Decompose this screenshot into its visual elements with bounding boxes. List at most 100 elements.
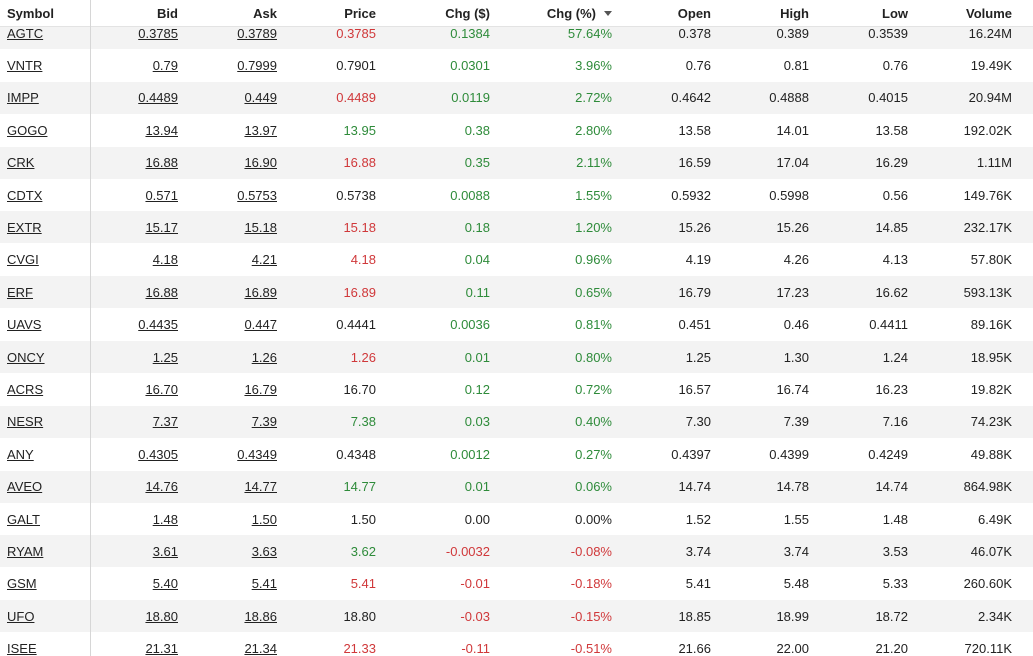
bid-link[interactable]: 5.40 [152,576,178,592]
symbol-link[interactable]: CRK [7,155,35,171]
bid-link[interactable]: 0.4305 [138,446,178,462]
ask-link[interactable]: 16.79 [244,381,277,397]
symbol-link[interactable]: NESR [7,414,44,430]
ask-link[interactable]: 14.77 [244,479,277,495]
table-row[interactable]: NESR 7.37 7.39 7.38 0.03 0.40% 7.30 7.39 7.16 74.… [0,405,1033,438]
symbol-link[interactable]: RYAM [7,543,44,559]
col-header-chg-pct[interactable]: Chg (%) [547,0,612,26]
low-cell: 14.85 [875,211,908,243]
bid-link[interactable]: 1.25 [152,349,178,365]
symbol-link[interactable]: ERF [7,284,33,300]
bid-link[interactable]: 0.571 [145,187,178,203]
table-row[interactable]: GSM 5.40 5.41 5.41 -0.01 -0.18% 5.41 5.48 5.33 26… [0,568,1033,600]
bid-link[interactable]: 16.88 [145,284,178,300]
ask-link[interactable]: 4.21 [251,252,277,268]
symbol-link[interactable]: GOGO [7,122,48,138]
price-cell: 13.95 [343,114,376,146]
chg-pct-cell: 0.96% [575,244,612,276]
symbol-link[interactable]: ANY [7,446,34,462]
bid-link[interactable]: 18.80 [145,608,178,624]
bid-link[interactable]: 0.3785 [138,25,178,41]
table-row[interactable]: ERF 16.88 16.89 16.89 0.11 0.65% 16.79 17.23 16.… [0,276,1033,309]
bid-link[interactable]: 3.61 [152,543,178,559]
ask-link[interactable]: 21.34 [244,641,277,656]
symbol-link[interactable]: IMPP [7,90,39,106]
table-row[interactable]: GOGO 13.94 13.97 13.95 0.38 2.80% 13.58 14.01 13… [0,114,1033,146]
bid-link[interactable]: 1.48 [152,511,178,527]
price-cell: 4.18 [350,252,376,268]
open-cell: 0.451 [678,309,711,341]
symbol-link[interactable]: UFO [7,608,35,624]
table-row[interactable]: ACRS 16.70 16.79 16.70 0.12 0.72% 16.57 16.74 16… [0,373,1033,405]
bid-link[interactable]: 7.37 [152,414,178,430]
chg-cell: -0.03 [460,600,490,632]
symbol-link[interactable]: EXTR [7,219,42,235]
symbol-link[interactable]: GSM [7,576,37,592]
ask-link[interactable]: 3.63 [251,543,277,559]
table-row[interactable]: CVGI 4.18 4.21 4.18 0.04 0.96% 4.19 4.26 4.13 57.… [0,244,1033,276]
low-cell: 0.3539 [868,25,908,41]
ask-link[interactable]: 0.449 [244,90,277,106]
chg-cell: 0.0301 [450,49,490,81]
ask-link[interactable]: 1.26 [251,349,277,365]
bid-link[interactable]: 0.4435 [138,317,178,333]
ask-link[interactable]: 5.41 [251,576,277,592]
ask-link[interactable]: 15.18 [244,219,277,235]
table-row[interactable]: AVEO 14.76 14.77 14.77 0.01 0.06% 14.74 14.78 14… [0,470,1033,503]
bid-link[interactable]: 0.4489 [138,90,178,106]
symbol-link[interactable]: AVEO [7,479,43,495]
ask-link[interactable]: 0.4349 [237,446,277,462]
symbol-link[interactable]: ACRS [7,381,44,397]
symbol-link[interactable]: CVGI [7,252,39,268]
col-header-open[interactable]: Open [678,0,711,26]
col-header-low[interactable]: Low [882,0,908,26]
symbol-link[interactable]: UAVS [7,317,42,333]
table-row[interactable]: GALT 1.48 1.50 1.50 0.00 0.00% 1.52 1.55 1.48 6.4… [0,503,1033,535]
table-row[interactable]: UFO 18.80 18.86 18.80 -0.03 -0.15% 18.85 18.99 1… [0,600,1033,633]
table-row[interactable]: IMPP 0.4489 0.449 0.4489 0.0119 2.72% 0.4642 0.… [0,81,1033,114]
chg-cell: 0.0012 [450,438,490,470]
symbol-link[interactable]: ONCY [7,349,45,365]
table-row[interactable]: EXTR 15.17 15.18 15.18 0.18 1.20% 15.26 15.26 14… [0,211,1033,244]
bid-link[interactable]: 0.79 [152,57,178,73]
col-header-symbol[interactable]: Symbol [7,0,54,26]
ask-link[interactable]: 18.86 [244,608,277,624]
table-row[interactable]: VNTR 0.79 0.7999 0.7901 0.0301 3.96% 0.76 0.81 0… [0,49,1033,81]
symbol-link[interactable]: AGTC [7,25,44,41]
ask-link[interactable]: 13.97 [244,122,277,138]
ask-link[interactable]: 0.5753 [237,187,277,203]
col-header-chg[interactable]: Chg ($) [445,0,490,26]
symbol-link[interactable]: GALT [7,511,40,527]
high-cell: 1.55 [783,511,809,527]
col-header-price[interactable]: Price [344,0,376,26]
ask-link[interactable]: 0.447 [244,317,277,333]
col-header-high[interactable]: High [780,0,809,26]
bid-link[interactable]: 16.88 [145,155,178,171]
table-row[interactable]: UAVS 0.4435 0.447 0.4441 0.0036 0.81% 0.451 0.4… [0,309,1033,341]
table-row[interactable]: RYAM 3.61 3.63 3.62 -0.0032 -0.08% 3.74 3.74 3.5… [0,535,1033,568]
bid-link[interactable]: 15.17 [145,219,178,235]
table-row[interactable]: CRK 16.88 16.90 16.88 0.35 2.11% 16.59 17.04 16.… [0,146,1033,179]
ask-link[interactable]: 16.90 [244,155,277,171]
ask-link[interactable]: 1.50 [251,511,277,527]
table-row[interactable]: ANY 0.4305 0.4349 0.4348 0.0012 0.27% 0.4397 0.… [0,438,1033,470]
ask-link[interactable]: 0.7999 [237,57,277,73]
col-header-ask[interactable]: Ask [253,0,277,26]
bid-link[interactable]: 16.70 [145,381,178,397]
bid-link[interactable]: 13.94 [145,122,178,138]
table-row[interactable]: ISEE 21.31 21.34 21.33 -0.11 -0.51% 21.66 22.00… [0,633,1033,656]
high-cell: 0.4888 [769,82,809,114]
symbol-link[interactable]: ISEE [7,641,37,656]
symbol-link[interactable]: CDTX [7,187,43,203]
bid-link[interactable]: 14.76 [145,479,178,495]
ask-link[interactable]: 7.39 [251,414,277,430]
ask-link[interactable]: 16.89 [244,284,277,300]
table-row[interactable]: CDTX 0.571 0.5753 0.5738 0.0088 1.55% 0.5932 0.… [0,179,1033,211]
table-row[interactable]: ONCY 1.25 1.26 1.26 0.01 0.80% 1.25 1.30 1.24 18.… [0,341,1033,373]
col-header-bid[interactable]: Bid [157,0,178,26]
bid-link[interactable]: 4.18 [152,252,178,268]
symbol-link[interactable]: VNTR [7,57,43,73]
ask-link[interactable]: 0.3789 [237,25,277,41]
col-header-volume[interactable]: Volume [966,0,1012,26]
bid-link[interactable]: 21.31 [145,641,178,656]
